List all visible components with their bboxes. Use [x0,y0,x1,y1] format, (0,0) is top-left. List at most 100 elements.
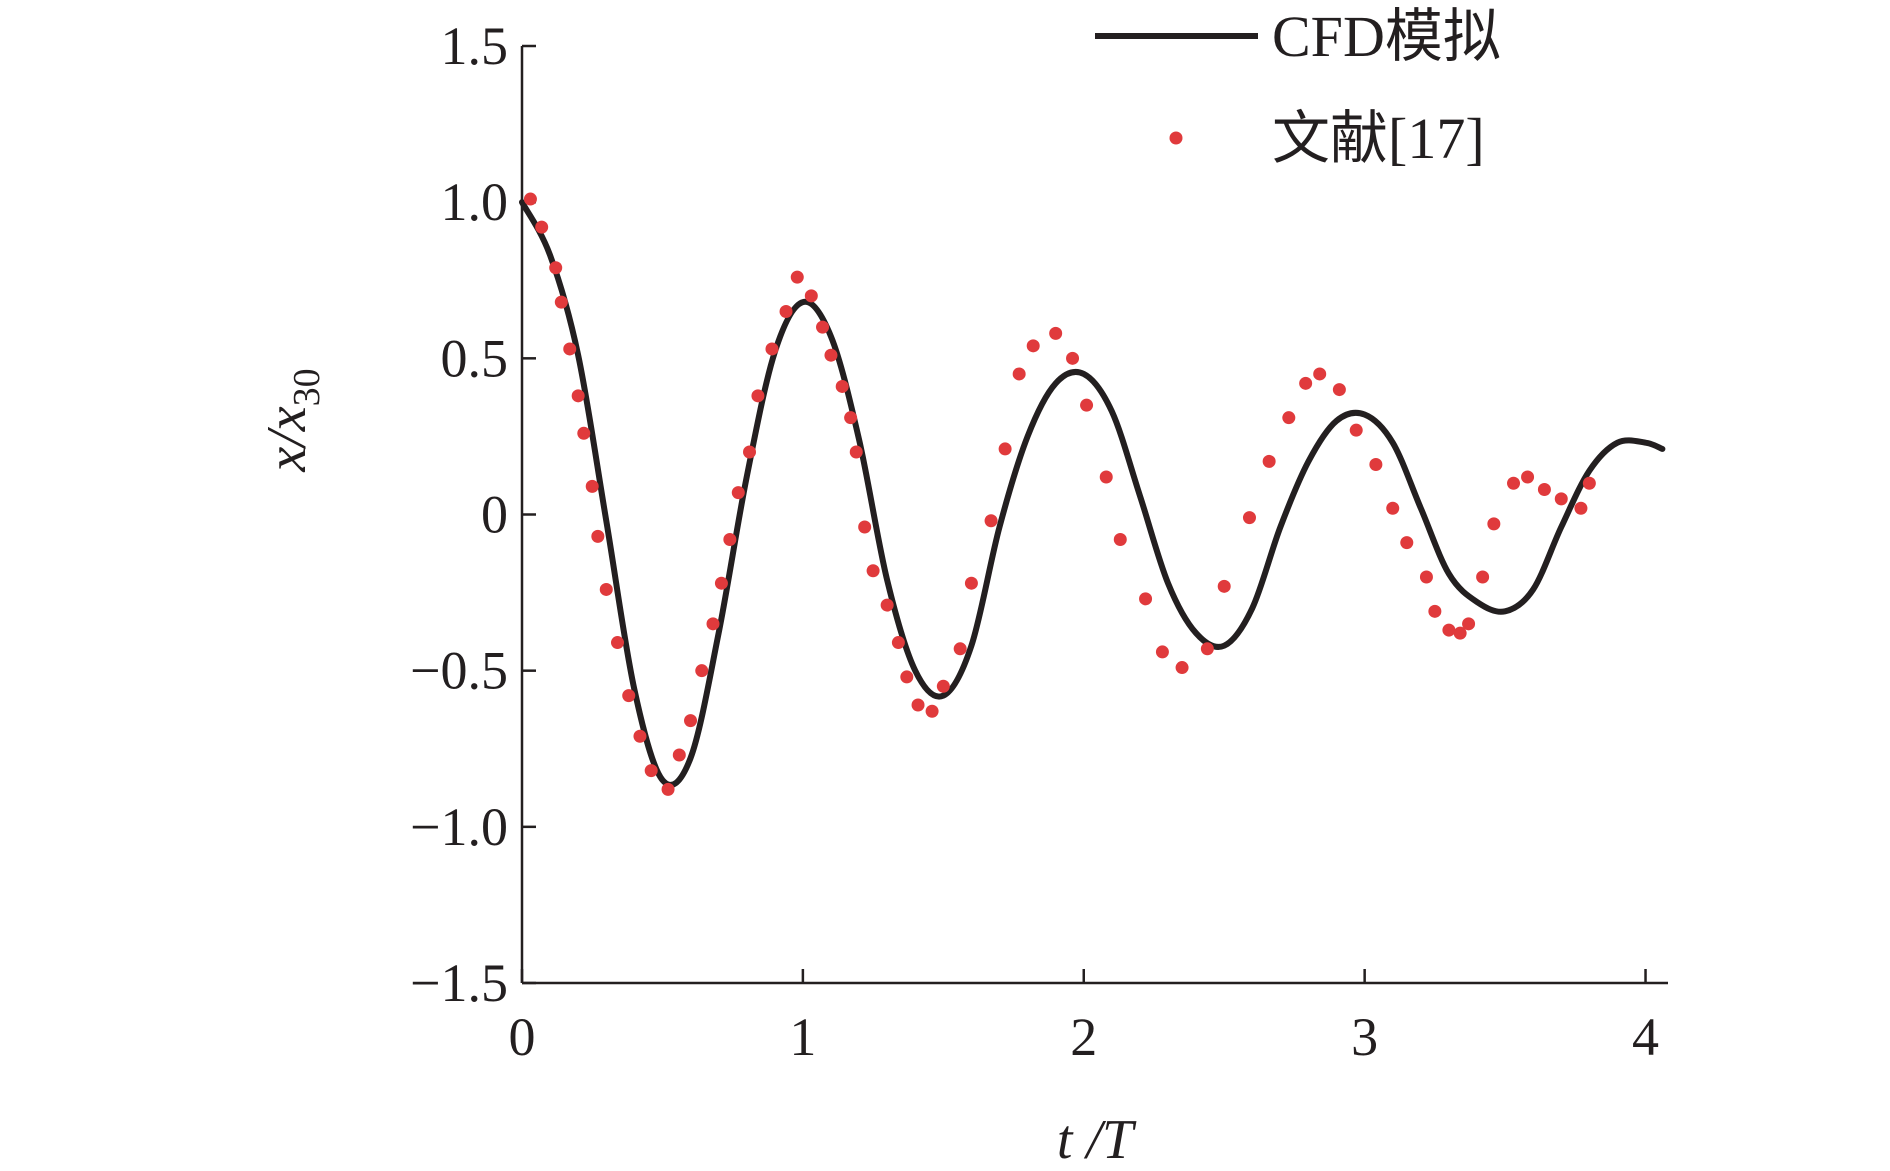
data-point [1099,470,1113,484]
data-point [866,564,880,578]
data-point [1066,351,1080,365]
data-point [984,514,998,528]
data-point [523,192,537,206]
data-point [563,342,577,356]
data-point [1175,661,1189,675]
x-tick-label: 4 [1632,1007,1659,1067]
legend-swatch-reference [1169,131,1183,145]
data-point [849,445,863,459]
data-point [1507,476,1521,490]
data-point [591,529,605,543]
data-point [1139,592,1153,606]
y-axis-title: x/x30 [256,368,328,472]
y-tick-label: −1.5 [410,953,508,1013]
data-point [1400,536,1414,550]
data-point [695,664,709,678]
data-point [571,389,585,403]
data-point [672,748,686,762]
axis-titles: t /T x/x30 [256,368,1137,1171]
data-point [1313,367,1327,381]
data-point [1574,501,1588,515]
data-point [1476,570,1490,584]
data-point [1537,483,1551,497]
data-point [911,698,925,712]
data-point [1554,492,1568,506]
data-point [611,636,624,650]
data-point [779,304,793,318]
data-point [1049,326,1063,340]
data-point [644,764,658,778]
x-tick-label: 1 [789,1007,816,1067]
data-point [824,348,838,362]
data-point [1332,383,1346,397]
y-tick-label: 1.5 [441,16,509,76]
data-point [633,729,647,743]
data-point [844,411,858,425]
data-point [684,714,698,728]
data-point [1521,470,1535,484]
data-point [858,520,872,534]
y-tick-label: 1.0 [441,172,509,232]
data-point [723,532,737,546]
data-point [1242,511,1256,525]
data-point [964,576,978,590]
data-point [535,220,549,234]
data-point [1282,411,1296,425]
data-point [953,642,967,656]
data-point [816,320,830,334]
data-point [1582,476,1596,490]
x-tick-label: 0 [509,1007,536,1067]
data-point [1026,339,1040,353]
data-point [577,426,591,440]
data-point [1217,579,1231,593]
data-point [1299,376,1313,390]
data-point [1080,398,1094,412]
y-tick-label: −0.5 [410,641,508,701]
data-point [1155,645,1169,659]
data-point [765,342,779,356]
data-point [1113,532,1127,546]
x-tick-label: 2 [1070,1007,1097,1067]
x-axis-title: t /T [1057,1109,1137,1171]
data-point [1419,570,1433,584]
data-point [1012,367,1026,381]
data-point [835,379,849,393]
y-tick-label: −1.0 [410,797,508,857]
data-point [622,689,636,703]
data-point [891,636,905,650]
data-point [925,704,939,718]
data-point [804,289,818,303]
legend-label-cfd: CFD模拟 [1272,4,1501,69]
data-point [1453,626,1467,640]
data-point [998,442,1012,456]
series-line-cfd [519,199,1666,788]
data-point [661,782,675,796]
data-point [751,389,765,403]
y-axis-ticks: 1.5 1.0 0.5 0 −0.5 −1.0 −1.5 [410,16,536,1013]
data-point [900,670,914,684]
data-point [936,679,950,693]
data-point [1262,454,1276,468]
data-point [549,261,563,275]
x-axis-ticks: 0 1 2 3 4 [509,969,1659,1067]
data-point [880,598,894,612]
legend-label-reference: 文献[17] [1272,106,1485,171]
data-point [743,445,757,459]
series-layer [519,192,1666,796]
data-point [1349,423,1363,437]
data-point [714,576,728,590]
axes [520,46,1668,985]
data-point [790,270,804,284]
x-tick-label: 3 [1351,1007,1378,1067]
y-tick-label: 0.5 [441,328,509,388]
data-point [1369,458,1383,472]
data-point [1462,617,1476,631]
data-point [1386,501,1400,515]
data-point [1200,642,1214,656]
data-point [731,486,745,500]
data-point [585,479,599,493]
data-point [1487,517,1501,531]
data-point [599,582,613,596]
